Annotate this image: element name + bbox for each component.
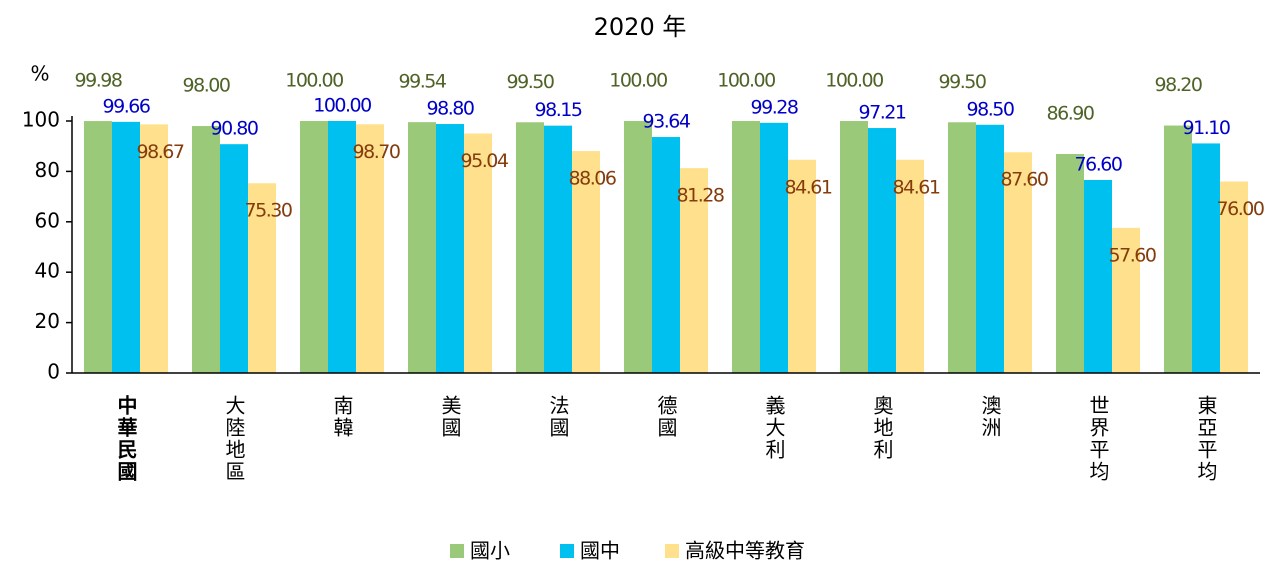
bar bbox=[1056, 154, 1084, 373]
value-label: 98.67 bbox=[137, 141, 184, 163]
value-label: 98.70 bbox=[353, 141, 400, 163]
bar bbox=[976, 124, 1004, 373]
value-label: 99.54 bbox=[399, 71, 447, 93]
bar bbox=[1164, 125, 1192, 373]
y-tick-label: 40 bbox=[35, 259, 60, 283]
value-label: 84.61 bbox=[785, 176, 832, 198]
value-label: 81.28 bbox=[677, 185, 724, 207]
value-label: 93.64 bbox=[643, 111, 691, 133]
legend-label: 國中 bbox=[580, 539, 620, 563]
bar bbox=[192, 126, 220, 373]
value-label: 98.15 bbox=[535, 99, 582, 121]
legend-swatch bbox=[665, 544, 679, 558]
y-tick-label: 60 bbox=[35, 208, 60, 232]
bar bbox=[680, 168, 708, 373]
x-tick-label: 德國 bbox=[654, 395, 678, 439]
bar bbox=[140, 124, 168, 374]
y-tick-label: 80 bbox=[35, 158, 60, 182]
chart-title: 2020 年 bbox=[594, 13, 687, 41]
bar bbox=[84, 121, 112, 373]
value-label: 98.50 bbox=[967, 98, 1014, 120]
legend-label: 國小 bbox=[470, 539, 510, 563]
value-label: 98.80 bbox=[427, 98, 474, 120]
y-tick-label: 100 bbox=[22, 108, 60, 132]
x-tick-label: 美國 bbox=[438, 395, 462, 439]
bar bbox=[624, 121, 652, 373]
bar bbox=[1192, 143, 1220, 373]
value-label: 98.00 bbox=[183, 75, 230, 97]
x-tick-label: 中華民國 bbox=[114, 394, 138, 483]
value-label: 84.61 bbox=[893, 176, 940, 198]
value-label: 100.00 bbox=[285, 70, 343, 92]
bar bbox=[948, 122, 976, 373]
bar bbox=[732, 121, 760, 373]
bar bbox=[1220, 181, 1248, 373]
value-label: 100.00 bbox=[609, 70, 667, 92]
bar bbox=[300, 121, 328, 373]
value-label: 97.21 bbox=[859, 102, 906, 124]
y-tick-label: 20 bbox=[35, 309, 60, 333]
bar bbox=[760, 122, 788, 374]
bar bbox=[112, 121, 140, 373]
legend-label: 高級中等教育 bbox=[685, 539, 805, 563]
x-tick-label: 澳洲 bbox=[978, 395, 1002, 439]
value-label: 90.80 bbox=[211, 118, 258, 140]
bar bbox=[516, 122, 544, 373]
bar bbox=[248, 183, 276, 373]
bar bbox=[464, 133, 492, 373]
legend-swatch bbox=[560, 544, 574, 558]
value-label: 86.90 bbox=[1047, 103, 1094, 125]
value-label: 99.50 bbox=[507, 71, 554, 93]
value-label: 57.60 bbox=[1109, 244, 1156, 266]
value-label: 88.06 bbox=[569, 168, 616, 190]
x-tick-label: 奧地利 bbox=[870, 395, 894, 461]
x-tick-label: 法國 bbox=[546, 395, 570, 439]
y-axis-label: % bbox=[30, 62, 49, 86]
bar bbox=[652, 137, 680, 373]
x-tick-label: 南韓 bbox=[330, 395, 354, 439]
bar bbox=[220, 144, 248, 373]
value-label: 76.00 bbox=[1217, 198, 1264, 220]
value-label: 98.20 bbox=[1155, 74, 1202, 96]
bar bbox=[408, 122, 436, 373]
value-label: 99.66 bbox=[103, 95, 150, 117]
bar bbox=[896, 159, 924, 373]
value-label: 99.50 bbox=[939, 71, 986, 93]
bar bbox=[544, 125, 572, 373]
value-label: 76.60 bbox=[1075, 153, 1122, 175]
bar bbox=[1084, 179, 1112, 373]
x-tick-label: 義大利 bbox=[762, 395, 786, 461]
value-label: 100.00 bbox=[313, 95, 371, 117]
x-tick-label: 大陸地區 bbox=[222, 395, 246, 483]
value-label: 91.10 bbox=[1183, 117, 1230, 139]
bar bbox=[788, 159, 816, 373]
bar bbox=[868, 128, 896, 373]
x-tick-label: 世界平均 bbox=[1086, 395, 1110, 483]
bar bbox=[1004, 152, 1032, 373]
bar bbox=[1112, 227, 1140, 373]
legend-swatch bbox=[450, 544, 464, 558]
bar bbox=[436, 124, 464, 373]
value-label: 75.30 bbox=[245, 200, 292, 222]
value-label: 95.04 bbox=[461, 150, 509, 172]
value-label: 100.00 bbox=[717, 70, 775, 92]
value-label: 87.60 bbox=[1001, 169, 1048, 191]
bar bbox=[328, 121, 356, 373]
x-tick-label: 東亞平均 bbox=[1194, 395, 1218, 483]
bar bbox=[356, 124, 384, 373]
value-label: 99.98 bbox=[75, 70, 122, 92]
y-tick-label: 0 bbox=[47, 360, 60, 384]
bar bbox=[572, 151, 600, 373]
value-label: 100.00 bbox=[825, 70, 883, 92]
value-label: 99.28 bbox=[751, 96, 798, 118]
bar bbox=[840, 121, 868, 373]
